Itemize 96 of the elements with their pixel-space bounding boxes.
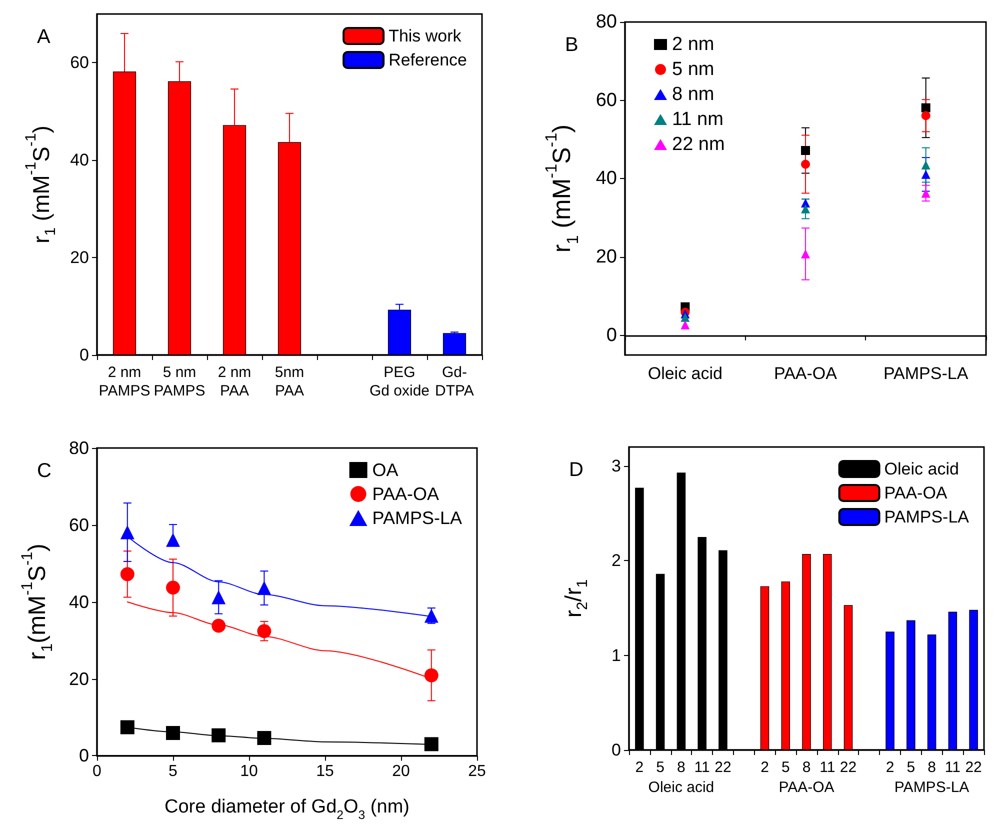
y-tick-label: 0 (606, 324, 617, 346)
x-tick-label: 11 (944, 758, 960, 776)
point (424, 668, 438, 682)
y-tick-label: 80 (596, 12, 617, 32)
point (801, 160, 810, 169)
text: A (37, 26, 51, 48)
legend-label: PAMPS-LA (372, 508, 462, 528)
y-tick-label: 2 (612, 551, 621, 570)
point (212, 728, 226, 742)
x-tick-label: 2 (760, 758, 769, 776)
x-tick-label: 20 (392, 763, 410, 780)
point (120, 720, 134, 734)
text: C (37, 460, 52, 482)
x-tick-label: 5nm PAA (274, 364, 304, 400)
y-axis-title: r1 (mM-1S-1) (542, 124, 582, 253)
point (921, 188, 930, 198)
legend-label: 5 nm (672, 59, 714, 80)
x-tick-label: 2 (635, 758, 644, 776)
point (212, 590, 226, 604)
x-tick-label: 2 nm PAMPS (98, 364, 150, 400)
y-tick-label: 60 (68, 514, 89, 535)
x-tick-label: 5 (168, 763, 178, 780)
point (166, 726, 180, 740)
y-axis-title: r1 (mM-1S-1) (22, 126, 59, 244)
y-tick-label: 60 (70, 53, 89, 72)
point (921, 170, 930, 179)
x-tick-label: 0 (92, 763, 102, 780)
y-tick-label: 60 (596, 90, 617, 111)
y-axis-title: r2/r1 (560, 579, 591, 618)
point (921, 111, 930, 120)
x-tick-label: Gd- DTPA (435, 364, 474, 400)
x-tick-label: 11 (820, 758, 836, 776)
y-tick-label: 0 (80, 346, 89, 364)
legend-label: 22 nm (672, 134, 725, 155)
legend-label: Reference (388, 50, 468, 70)
point (257, 731, 272, 746)
y-tick-label: 3 (612, 456, 621, 476)
legend-label: PAMPS-LA (884, 508, 970, 526)
point (166, 532, 180, 547)
x-tick-label: PAA-OA (774, 364, 838, 384)
x-tick-label: 5 (656, 758, 664, 776)
x-tick-label: 10 (240, 763, 258, 780)
y-tick-label: 40 (68, 592, 89, 612)
x-tick-label: 8 (677, 758, 686, 776)
text: D (569, 459, 584, 481)
y-tick-label: 20 (596, 246, 617, 268)
point (921, 103, 930, 112)
point (424, 737, 438, 752)
point (166, 580, 180, 595)
x-tick-label: 8 (802, 758, 811, 776)
y-axis-title: r1(mM-1S-1) (18, 544, 56, 660)
x-tick-label: 5 nm PAMPS (154, 364, 206, 400)
y-tick-label: 40 (596, 168, 617, 190)
legend-label: 2 nm (672, 34, 714, 55)
y-tick-label: 0 (612, 740, 621, 760)
x-tick-label: 22 (840, 758, 857, 776)
y-tick-label: 1 (612, 646, 621, 665)
point (921, 160, 930, 170)
point (257, 624, 272, 638)
x-tick-label: 8 (928, 758, 936, 776)
legend-label: OA (372, 460, 398, 480)
y-tick-label: 80 (68, 438, 89, 458)
legend-label: PAA-OA (372, 484, 439, 504)
point (424, 608, 438, 623)
point (801, 146, 810, 155)
x-tick-label: 2 nm PAA (218, 364, 252, 400)
x-tick-label: PAMPS-LA (883, 364, 969, 384)
x-tick-label: 11 (694, 758, 710, 776)
legend-label: 8 nm (672, 84, 714, 105)
point (680, 320, 690, 330)
point (120, 525, 134, 540)
point (257, 581, 272, 596)
x-tick-label: Oleic acid (648, 364, 722, 384)
y-tick-label: 20 (68, 668, 89, 689)
x-tick-label: 22 (714, 758, 732, 776)
x-tick-label: PEG Gd oxide (369, 364, 430, 400)
x-tick-label: 5 (906, 758, 916, 776)
legend-label: This work (388, 26, 462, 46)
point (120, 567, 134, 582)
point (212, 618, 226, 633)
point (680, 312, 690, 322)
y-tick-label: 40 (70, 150, 89, 170)
x-tick-label: 2 (886, 758, 894, 776)
text: PAMPS-LA (894, 779, 970, 796)
x-tick-label: 5 (781, 758, 790, 776)
y-tick-label: 20 (70, 248, 89, 268)
legend-label: PAA-OA (884, 484, 948, 502)
text: PAA-OA (778, 779, 834, 796)
x-tick-label: 22 (965, 758, 982, 776)
x-tick-label: 25 (468, 763, 486, 780)
legend-label: Oleic acid (884, 460, 959, 478)
legend-label: 11 nm (672, 109, 724, 130)
text: B (565, 34, 578, 56)
text: Oleic acid (648, 779, 714, 796)
point (801, 204, 810, 214)
x-tick-label: 15 (316, 763, 334, 780)
